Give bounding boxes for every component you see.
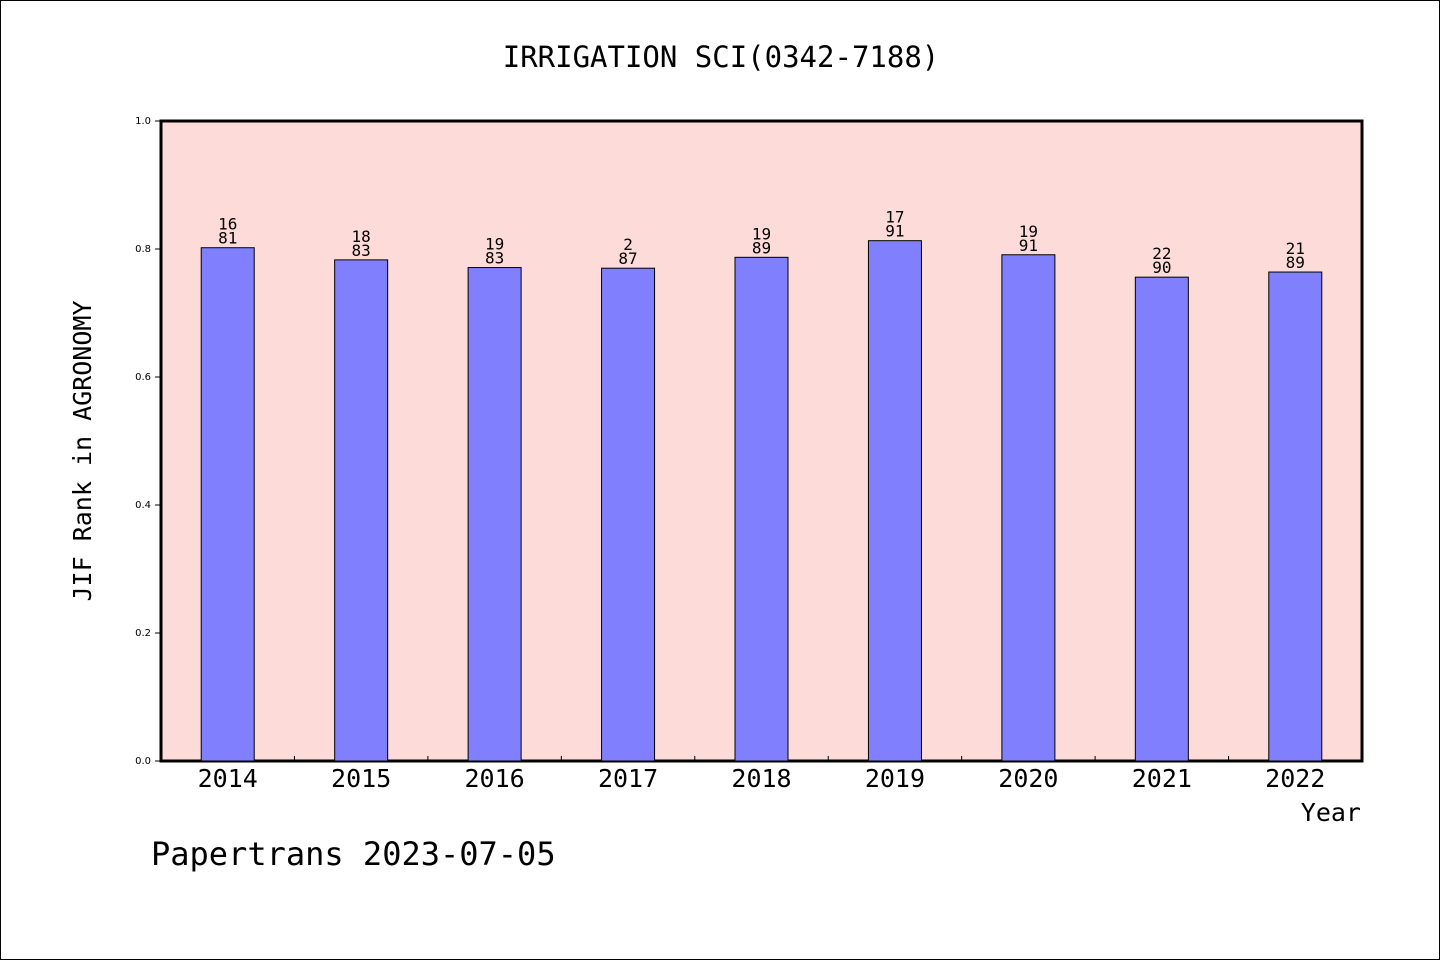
y-tick-label: 0.4	[135, 500, 151, 511]
x-tick-label: 2015	[331, 764, 391, 793]
bar-rank-label: 16	[218, 215, 237, 234]
bar-2020	[1001, 254, 1056, 762]
bar-rank-label: 19	[485, 235, 504, 254]
bar-rank-label: 2	[623, 235, 633, 254]
bar-2022	[1268, 271, 1323, 762]
x-axis-label: Year	[1301, 798, 1361, 827]
bar-rank-label: 22	[1152, 244, 1171, 263]
bar-total-label: 83	[352, 241, 371, 260]
bar-total-label: 87	[618, 249, 637, 268]
x-tick-label: 2019	[865, 764, 925, 793]
bar-total-label: 89	[752, 238, 771, 257]
x-tick-label: 2021	[1132, 764, 1192, 793]
bar-rank-label: 19	[752, 224, 771, 243]
x-tick-label: 2016	[465, 764, 525, 793]
bar-total-label: 91	[885, 222, 904, 241]
bar-2018	[734, 256, 789, 762]
footer-credit: Papertrans 2023-07-05	[151, 835, 556, 873]
x-tick-label: 2020	[998, 764, 1058, 793]
x-tick-label: 2018	[731, 764, 791, 793]
bar-2019	[867, 240, 922, 762]
x-tick-label: 2014	[198, 764, 258, 793]
x-tick-label: 2017	[598, 764, 658, 793]
bar-total-label: 90	[1152, 258, 1171, 277]
bar-2015	[334, 259, 389, 762]
bar-rank-label: 21	[1286, 239, 1305, 258]
y-tick-label: 0.2	[135, 628, 151, 639]
bar-total-label: 83	[485, 249, 504, 268]
bar-2014	[200, 247, 255, 762]
bar-rank-label: 18	[352, 227, 371, 246]
y-tick-label: 0.8	[135, 244, 151, 255]
bar-total-label: 91	[1019, 236, 1038, 255]
bar-2021	[1134, 276, 1189, 762]
bar-total-label: 89	[1286, 253, 1305, 272]
y-axis-label: JIF Rank in AGRONOMY	[68, 300, 97, 601]
bar-rank-label: 19	[1019, 222, 1038, 241]
bar-2016	[467, 267, 522, 762]
chart-title: IRRIGATION SCI(0342-7188)	[503, 40, 940, 74]
bar-total-label: 81	[218, 229, 237, 248]
bar-2017	[601, 267, 656, 762]
x-tick-label: 2022	[1265, 764, 1325, 793]
y-tick-label: 0.6	[135, 372, 151, 383]
y-axis: 0.0 0.2 0.4 0.6 0.8 1.0	[135, 116, 161, 767]
x-axis: 2014 2015 2016 2017 2018 2019 2020 2021 2022	[198, 756, 1325, 793]
y-tick-label: 1.0	[135, 116, 151, 127]
y-tick-label: 0.0	[135, 756, 151, 767]
bar-rank-label: 17	[885, 208, 904, 227]
